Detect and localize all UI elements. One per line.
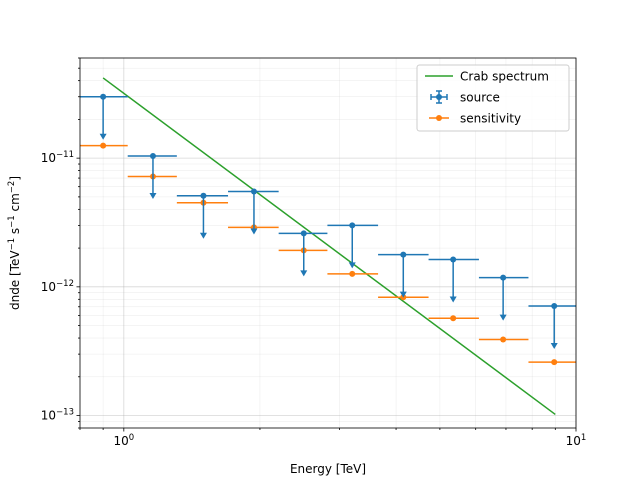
- source-ul-arrow: [199, 232, 207, 239]
- y-tick-label: 10−13: [41, 408, 74, 423]
- source-ul-arrow: [348, 262, 356, 269]
- axis-ticks: 100 101 10−13 10−12 10−11: [41, 57, 587, 448]
- legend-label: sensitivity: [460, 112, 521, 126]
- source-ul-arrow: [149, 192, 157, 199]
- source-ul-arrow: [499, 314, 507, 321]
- source-point: [250, 188, 257, 195]
- source-point: [149, 152, 156, 159]
- source-point: [400, 251, 407, 258]
- y-axis-label: dnde [TeV−1 s−1 cm−2]: [7, 176, 22, 310]
- plot-frame: [79, 57, 577, 429]
- legend-marker: [436, 94, 442, 100]
- source-point: [551, 302, 558, 309]
- x-axis-label: Energy [TeV]: [290, 462, 366, 476]
- source-point: [450, 256, 457, 263]
- legend-marker: [436, 115, 442, 121]
- source-ul-arrow: [300, 270, 308, 277]
- legend-label: Crab spectrum: [460, 70, 549, 84]
- x-tick-label: 100: [113, 433, 134, 448]
- legend-box: [416, 64, 570, 132]
- source-ul-arrow: [399, 291, 407, 298]
- sensitivity-point: [100, 142, 107, 149]
- source-ul-arrow: [449, 296, 457, 303]
- y-tick-label: 10−12: [41, 279, 74, 294]
- source-point: [500, 274, 507, 281]
- sensitivity-point: [349, 270, 356, 277]
- source-ul-arrow: [250, 228, 258, 235]
- source-point: [300, 230, 307, 237]
- series-layer: [80, 77, 576, 416]
- sensitivity-point: [500, 336, 507, 343]
- source-point: [349, 222, 356, 229]
- sensitivity-point: [450, 315, 457, 322]
- legend-label: source: [460, 91, 500, 105]
- sensitivity-point: [551, 359, 558, 366]
- source-ul-arrow: [99, 133, 107, 140]
- x-tick-label: 101: [566, 433, 587, 448]
- y-tick-label: 10−11: [41, 150, 74, 165]
- source-point: [100, 93, 107, 100]
- legend: Crab spectrum source sensitivity: [416, 64, 570, 132]
- plot-area: [80, 77, 576, 416]
- source-point: [200, 192, 207, 199]
- crab-spectrum-line: [102, 77, 556, 416]
- source-ul-arrow: [550, 342, 558, 349]
